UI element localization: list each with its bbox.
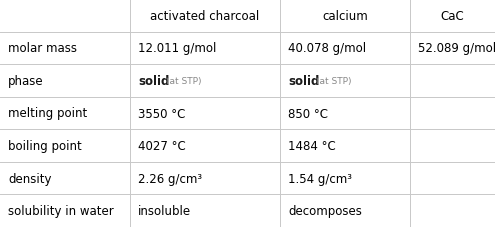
Text: solid: solid xyxy=(138,75,169,88)
Text: 4027 °C: 4027 °C xyxy=(138,139,186,152)
Text: molar mass: molar mass xyxy=(8,42,77,55)
Text: 52.089 g/mol: 52.089 g/mol xyxy=(418,42,495,55)
Text: 2.26 g/cm³: 2.26 g/cm³ xyxy=(138,172,202,185)
Text: 40.078 g/mol: 40.078 g/mol xyxy=(288,42,366,55)
Text: insoluble: insoluble xyxy=(138,204,191,217)
Text: calcium: calcium xyxy=(322,10,368,23)
Text: decomposes: decomposes xyxy=(288,204,362,217)
Text: 1.54 g/cm³: 1.54 g/cm³ xyxy=(288,172,352,185)
Text: phase: phase xyxy=(8,75,44,88)
Text: solid: solid xyxy=(288,75,319,88)
Text: 850 °C: 850 °C xyxy=(288,107,328,120)
Text: (at STP): (at STP) xyxy=(316,76,351,86)
Text: activated charcoal: activated charcoal xyxy=(150,10,259,23)
Text: boiling point: boiling point xyxy=(8,139,82,152)
Text: 12.011 g/mol: 12.011 g/mol xyxy=(138,42,216,55)
Text: 3550 °C: 3550 °C xyxy=(138,107,185,120)
Text: (at STP): (at STP) xyxy=(166,76,201,86)
Text: CaC: CaC xyxy=(441,10,464,23)
Text: density: density xyxy=(8,172,51,185)
Text: 1484 °C: 1484 °C xyxy=(288,139,336,152)
Text: melting point: melting point xyxy=(8,107,87,120)
Text: solubility in water: solubility in water xyxy=(8,204,114,217)
